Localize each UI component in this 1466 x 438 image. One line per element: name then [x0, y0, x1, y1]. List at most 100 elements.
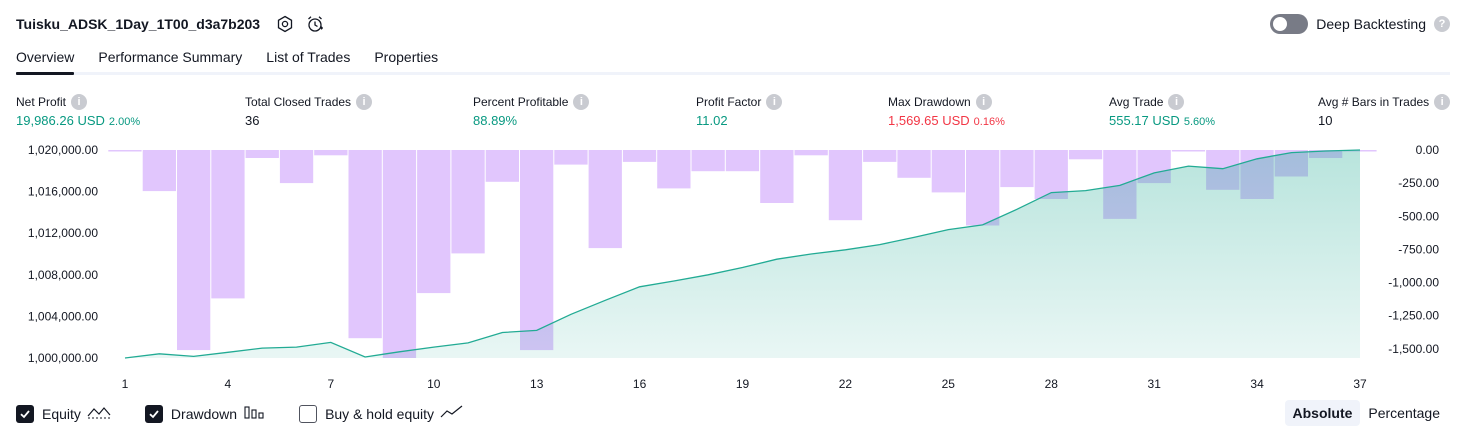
x-tick-label: 22	[839, 377, 853, 391]
equity-area	[125, 150, 1360, 358]
drawdown-bars-icon	[243, 404, 265, 425]
info-icon[interactable]: i	[356, 93, 373, 110]
drawdown-bar	[1000, 150, 1034, 188]
drawdown-bar	[382, 150, 417, 358]
stat-label: Avg # Bars in Trades	[1318, 94, 1430, 109]
stat-percent: 5.60%	[1183, 116, 1216, 128]
stat-value: 1,569.65 USD	[888, 113, 970, 128]
x-tick-label: 19	[736, 377, 750, 391]
absolute-button[interactable]: Absolute	[1284, 400, 1361, 426]
legend-label: Equity	[42, 406, 81, 422]
drawdown-bar	[1171, 150, 1206, 152]
tab-overview[interactable]: Overview	[16, 44, 75, 75]
y-left-tick-label: 1,020,000.00	[28, 143, 98, 157]
drawdown-bar	[520, 150, 554, 351]
deep-backtesting-control: Deep Backtesting ?	[1270, 12, 1450, 36]
x-tick-label: 37	[1353, 377, 1367, 391]
help-icon[interactable]: ?	[1434, 16, 1450, 32]
tab-performance-summary[interactable]: Performance Summary	[98, 49, 243, 65]
x-tick-label: 28	[1045, 377, 1059, 391]
drawdown-bar	[554, 150, 588, 165]
info-icon[interactable]: i	[975, 93, 992, 110]
tab-bar: Overview Performance Summary List of Tra…	[16, 44, 1450, 75]
drawdown-bar	[760, 150, 794, 203]
buy-hold-checkbox[interactable]	[299, 405, 318, 423]
equity-drawdown-chart[interactable]: 1,020,000.00 1,016,000.00 1,012,000.00 1,00…	[0, 138, 1466, 398]
drawdown-bar	[725, 150, 760, 172]
drawdown-bar	[794, 150, 828, 156]
y-left-tick-label: 1,012,000.00	[28, 226, 98, 240]
y-left-tick-label: 1,004,000.00	[28, 309, 98, 323]
drawdown-bar	[1068, 150, 1103, 160]
settings-hexagon-icon[interactable]	[274, 13, 296, 35]
stat-value: 555.17 USD	[1109, 113, 1180, 128]
stat-value: 88.89%	[473, 113, 518, 128]
y-right-tick-label: -1,000.00	[1388, 276, 1439, 290]
legend-equity[interactable]: Equity	[16, 404, 111, 425]
x-tick-label: 10	[427, 377, 441, 391]
y-right-tick-label: -1,250.00	[1388, 309, 1439, 323]
tab-list-of-trades[interactable]: List of Trades	[266, 49, 351, 65]
strategy-header: Tuisku_ADSK_1Day_1T00_d3a7b203 Deep Back…	[16, 12, 1450, 36]
drawdown-bar	[108, 150, 142, 152]
x-tick-label: 4	[225, 377, 232, 391]
drawdown-bar	[245, 150, 279, 158]
stat-percent: 2.00%	[108, 116, 141, 128]
y-right-tick-label: -1,500.00	[1388, 342, 1439, 356]
drawdown-bar	[622, 150, 657, 162]
equity-line-icon	[87, 404, 111, 425]
info-icon[interactable]: i	[1434, 93, 1451, 110]
info-icon[interactable]: i	[71, 93, 88, 110]
stat-avg-bars: Avg # Bars in Trades i 10	[1318, 93, 1451, 128]
y-right-tick-label: -250.00	[1398, 176, 1439, 190]
stat-value: 11.02	[696, 113, 728, 128]
stat-label: Net Profit	[16, 94, 67, 109]
legend-label: Buy & hold equity	[325, 406, 435, 422]
y-left-tick-label: 1,016,000.00	[28, 185, 98, 199]
percentage-button[interactable]: Percentage	[1368, 405, 1440, 421]
stat-label: Max Drawdown	[888, 94, 971, 109]
y-right-tick-label: 0.00	[1416, 143, 1440, 157]
stat-label: Percent Profitable	[473, 94, 569, 109]
drawdown-bar	[177, 150, 211, 351]
drawdown-bar	[451, 150, 485, 254]
stat-value: 19,986.26 USD	[16, 113, 105, 128]
deep-backtesting-toggle[interactable]	[1270, 14, 1309, 34]
drawdown-bar	[966, 150, 1000, 226]
info-icon[interactable]: i	[573, 93, 590, 110]
equity-checkbox[interactable]	[16, 405, 34, 423]
drawdown-bar	[1034, 150, 1068, 199]
x-tick-label: 7	[327, 377, 334, 391]
drawdown-bar	[417, 150, 451, 294]
x-tick-label: 31	[1148, 377, 1162, 391]
drawdown-bar	[211, 150, 245, 299]
drawdown-checkbox[interactable]	[144, 405, 163, 423]
y-left-tick-label: 1,008,000.00	[28, 268, 98, 282]
legend-drawdown[interactable]: Drawdown	[144, 404, 265, 425]
legend-buy-hold[interactable]: Buy & hold equity	[299, 404, 464, 425]
stat-value: 36	[245, 113, 260, 128]
alarm-clock-icon[interactable]	[304, 13, 326, 35]
buy-hold-line-icon	[440, 404, 464, 425]
stat-percent-profitable: Percent Profitable i 88.89%	[473, 93, 590, 128]
drawdown-bar	[931, 150, 965, 193]
drawdown-bar	[828, 150, 863, 221]
x-tick-label: 16	[633, 377, 647, 391]
stat-profit-factor: Profit Factor i 11.02	[696, 93, 783, 128]
drawdown-bar	[348, 150, 382, 339]
stat-max-drawdown: Max Drawdown i 1,569.65 USD 0.16%	[888, 93, 1005, 128]
stat-label: Total Closed Trades	[245, 94, 352, 109]
stat-avg-trade: Avg Trade i 555.17 USD 5.60%	[1109, 93, 1215, 128]
deep-backtesting-label: Deep Backtesting	[1316, 16, 1426, 32]
info-icon[interactable]: i	[766, 93, 783, 110]
drawdown-bar	[657, 150, 691, 189]
y-left-tick-label: 1,000,000.00	[28, 351, 98, 365]
drawdown-bar	[142, 150, 176, 192]
x-tick-label: 13	[530, 377, 544, 391]
info-icon[interactable]: i	[1168, 93, 1185, 110]
tab-properties[interactable]: Properties	[374, 49, 439, 65]
scale-toggle: Absolute Percentage	[1284, 400, 1449, 426]
stat-label: Profit Factor	[696, 94, 762, 109]
drawdown-bar	[588, 150, 622, 249]
x-tick-label: 25	[942, 377, 956, 391]
